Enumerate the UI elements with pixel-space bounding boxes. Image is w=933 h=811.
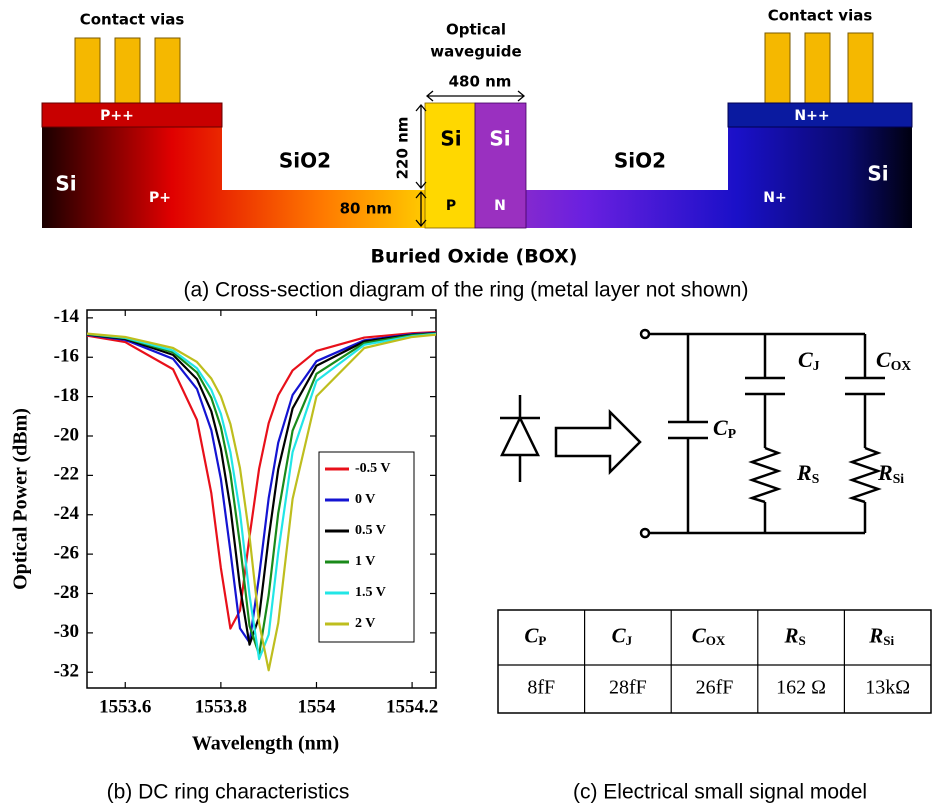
- symbol: C: [612, 623, 627, 647]
- symbol-label: RS: [783, 623, 805, 648]
- symbol-label: CP: [713, 415, 736, 441]
- table-cell: 13kΩ: [865, 677, 910, 699]
- legend-label: -0.5 V: [355, 461, 391, 476]
- y-tick-label: -24: [54, 503, 80, 524]
- subscript: Si: [893, 471, 905, 486]
- x-tick-label: 1554.2: [386, 696, 438, 717]
- subscript: S: [798, 633, 805, 648]
- chart: -14 -16 -18 -20 -22 -24 -26 -28 -30 -32 1553.6 1553…: [10, 306, 439, 754]
- table-cell: 162 Ω: [776, 677, 826, 699]
- subscript: OX: [706, 633, 726, 648]
- figure: Contact vias Contact vias Optical wavegu…: [0, 0, 933, 811]
- y-axis-label: Optical Power (dBm): [10, 408, 32, 590]
- y-tick-label: -30: [54, 621, 79, 642]
- circuit: [500, 330, 885, 537]
- table-cell: 8fF: [527, 677, 555, 699]
- symbol: R: [868, 623, 883, 647]
- x-tick-label: 1553.6: [99, 696, 151, 717]
- label: Si: [440, 127, 461, 151]
- label: N: [494, 198, 506, 214]
- symbol-label: CJ: [612, 623, 633, 648]
- symbol: C: [713, 415, 728, 440]
- y-tick-label: -20: [54, 424, 79, 445]
- symbol-label: COX: [876, 347, 911, 373]
- label: SiO2: [614, 149, 666, 173]
- symbol: C: [692, 623, 707, 647]
- subscript: P: [538, 633, 546, 648]
- symbol: R: [877, 460, 893, 485]
- label: P+: [149, 190, 171, 206]
- dimension: 480 nm: [449, 73, 512, 91]
- label: P: [446, 198, 456, 214]
- symbol-label: CP: [524, 623, 546, 648]
- label: N++: [794, 108, 829, 124]
- caption: (c) Electrical small signal model: [573, 781, 867, 804]
- label: waveguide: [430, 43, 521, 61]
- caption: (a) Cross-section diagram of the ring (m…: [184, 279, 749, 302]
- legend-box: [319, 452, 414, 642]
- symbol: R: [796, 460, 812, 485]
- y-tick-label: -22: [54, 464, 79, 485]
- subscript: J: [626, 633, 633, 648]
- subscript: J: [813, 358, 820, 373]
- label: SiO2: [279, 149, 331, 173]
- x-tick-label: 1554: [297, 696, 336, 717]
- y-tick-label: -14: [54, 306, 80, 327]
- symbol-label: RSi: [877, 460, 904, 486]
- subscript: S: [812, 471, 820, 486]
- label: Buried Oxide (BOX): [371, 246, 578, 268]
- legend-label: 0 V: [355, 492, 375, 507]
- y-tick-label: -32: [54, 661, 79, 682]
- symbol: R: [783, 623, 798, 647]
- symbol: C: [876, 347, 891, 372]
- y-tick-label: -28: [54, 582, 79, 603]
- dimension: 220 nm: [394, 117, 412, 180]
- table-cell: 26fF: [696, 677, 734, 699]
- symbol-label: RSi: [868, 623, 894, 648]
- symbol: C: [524, 623, 539, 647]
- label: N+: [763, 190, 786, 206]
- symbol-label: CJ: [798, 347, 820, 373]
- legend: -0.5 V 0 V 0.5 V 1 V 1.5 V 2 V: [319, 452, 414, 642]
- legend-label: 0.5 V: [355, 523, 386, 538]
- label: Si: [489, 127, 510, 151]
- subscript: OX: [891, 358, 912, 373]
- label: Si: [867, 162, 888, 186]
- legend-label: 1.5 V: [355, 585, 386, 600]
- label: P++: [100, 108, 134, 124]
- symbol: C: [798, 347, 813, 372]
- x-axis-label: Wavelength (nm): [192, 733, 339, 755]
- label: Optical: [446, 21, 506, 39]
- table-cell: 28fF: [609, 677, 647, 699]
- subscript: Si: [883, 633, 894, 648]
- legend-label: 2 V: [355, 616, 375, 631]
- caption: (b) DC ring characteristics: [107, 781, 350, 804]
- dimension: 80 nm: [340, 200, 392, 218]
- y-tick-label: -26: [54, 542, 79, 563]
- label: Contact vias: [80, 11, 185, 29]
- y-tick-label: -16: [54, 346, 79, 367]
- legend-label: 1 V: [355, 554, 375, 569]
- label: Si: [55, 172, 76, 196]
- x-tick-label: 1553.8: [195, 696, 247, 717]
- y-tick-label: -18: [54, 385, 79, 406]
- label: Contact vias: [768, 7, 873, 25]
- symbol-label: COX: [692, 623, 726, 648]
- subscript: P: [728, 426, 736, 441]
- symbol-label: RS: [796, 460, 819, 486]
